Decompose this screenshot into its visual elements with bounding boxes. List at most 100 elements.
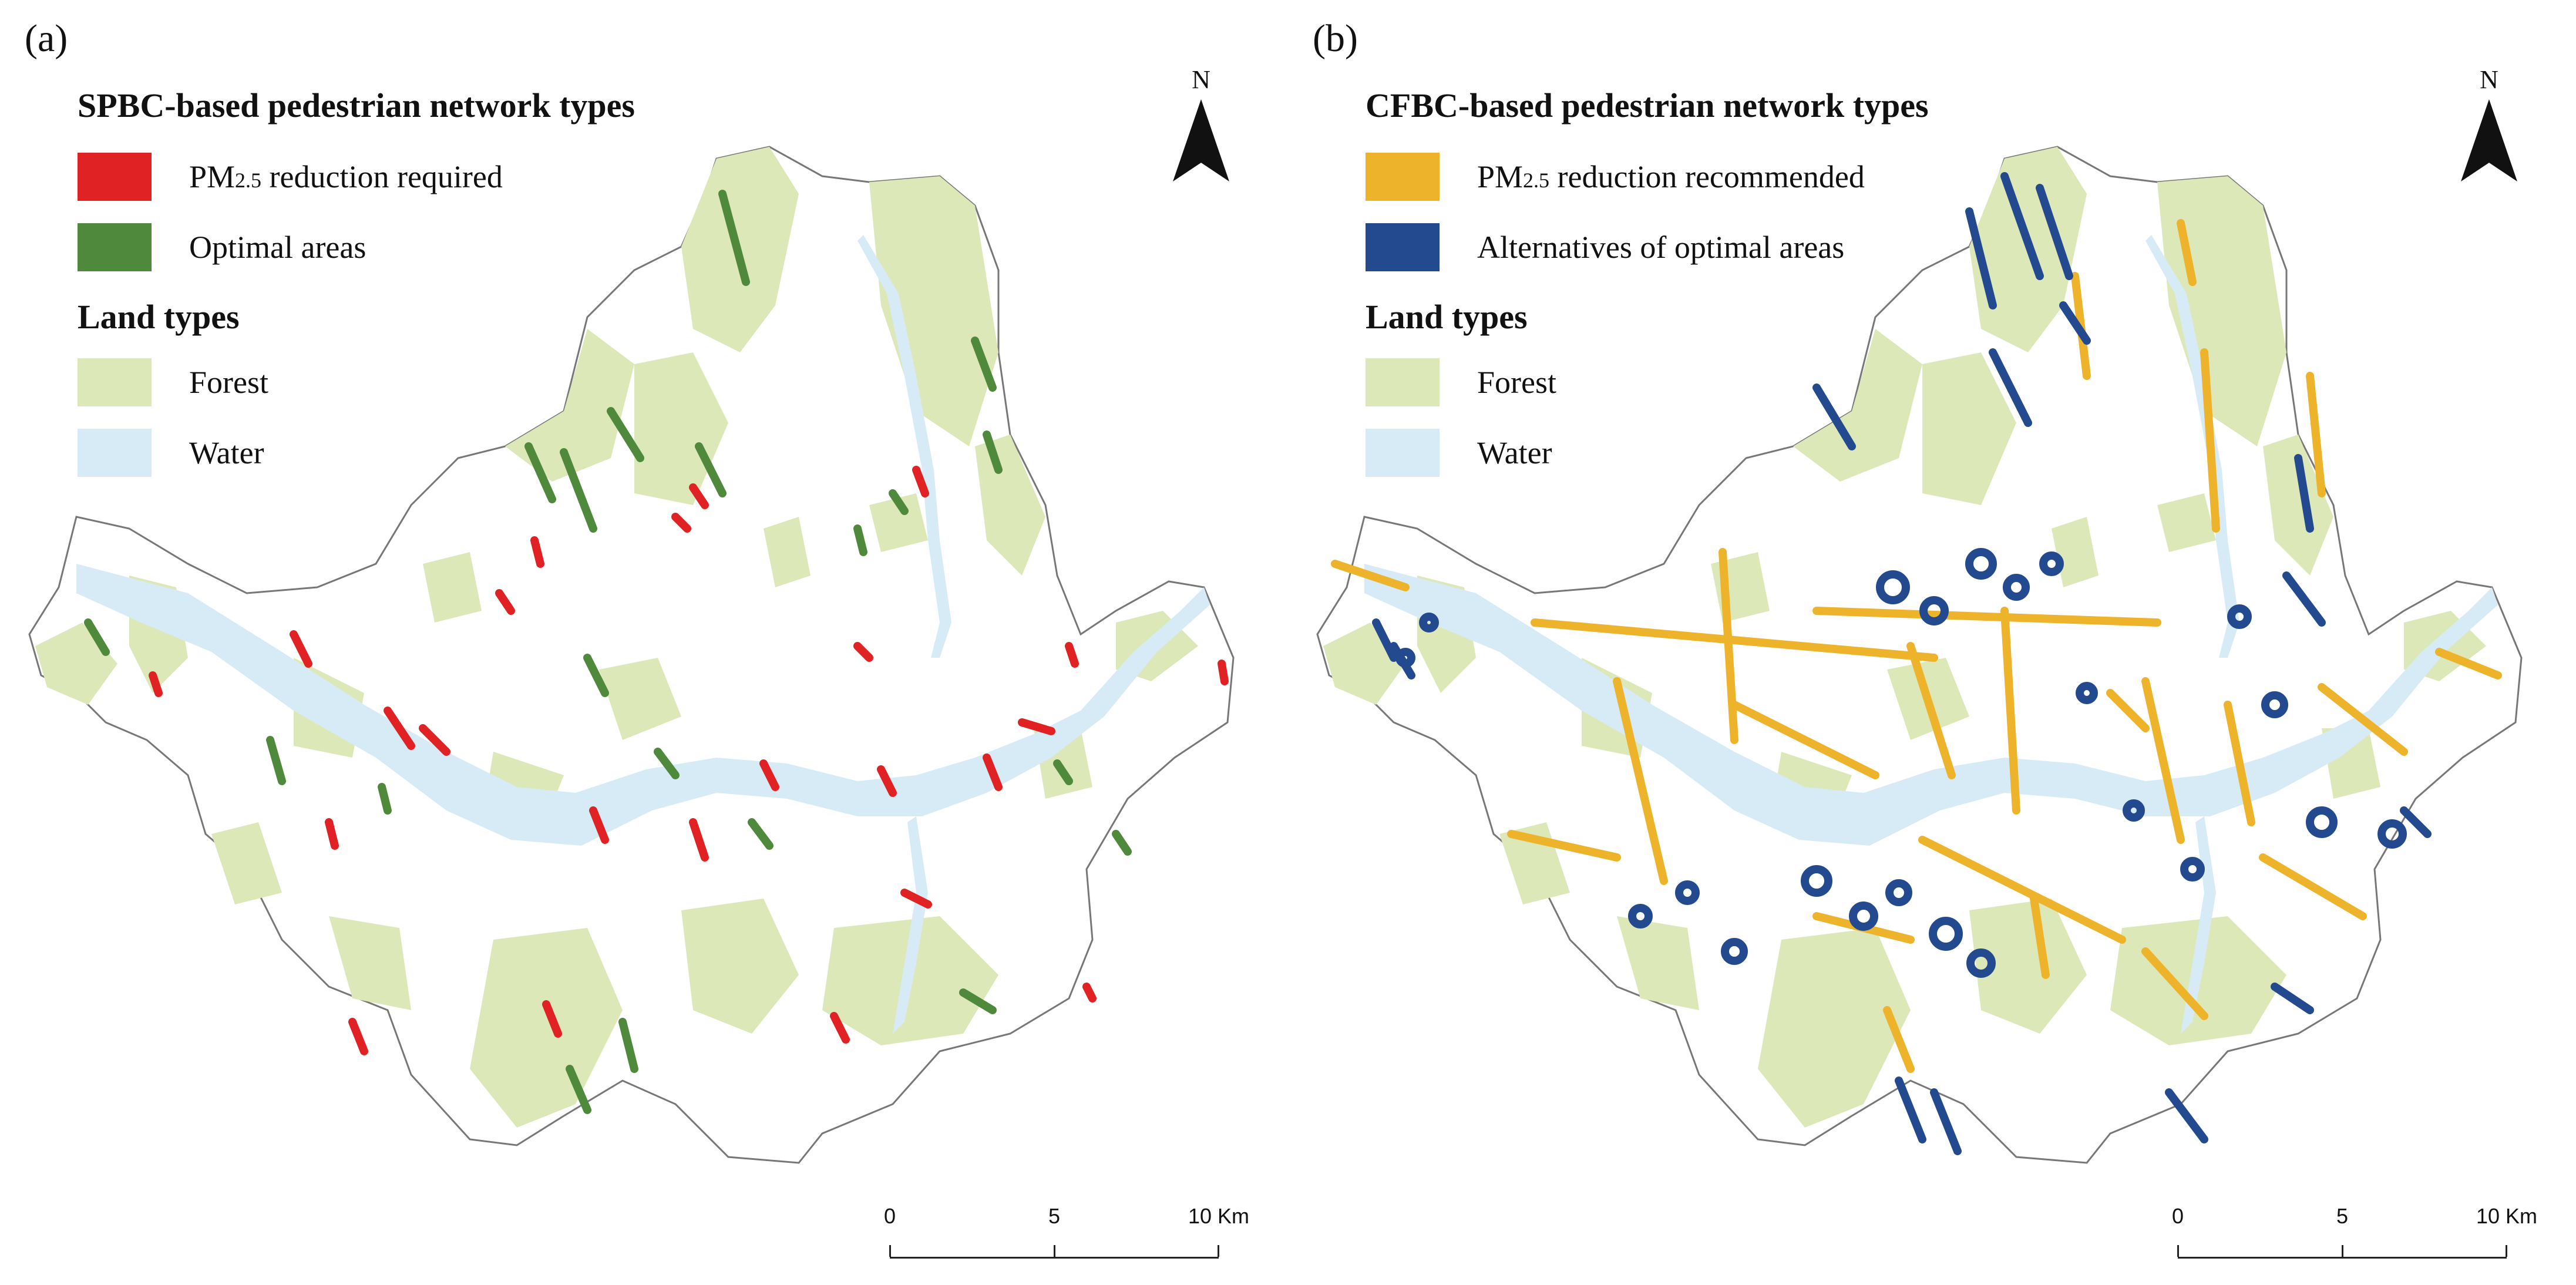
scale-tick <box>1218 1245 1219 1257</box>
red-segment <box>348 1018 368 1055</box>
blue-cluster <box>1849 901 1878 931</box>
yellow-segment <box>1730 701 1879 779</box>
red-segment <box>325 818 339 850</box>
map-a <box>28 146 1235 1164</box>
yellow-segment <box>2177 219 2197 286</box>
red-segment <box>983 753 1003 791</box>
blue-cluster <box>1419 613 1439 633</box>
scale-tick-label: 0 <box>883 1204 896 1228</box>
yellow-segment <box>1613 677 1668 885</box>
blue-segment <box>2282 571 2326 627</box>
legend-item-alternatives-of-optimal-areas: Alternatives of optimal areas <box>1366 223 1929 271</box>
red-segment <box>671 513 691 533</box>
red-segment <box>912 466 929 497</box>
green-segment <box>618 1018 638 1073</box>
red-segment <box>290 630 312 668</box>
legend-label: Forest <box>189 365 268 400</box>
water-river <box>76 235 1210 1034</box>
legend-label-prefix: PM <box>189 159 236 194</box>
green-segment <box>718 190 750 286</box>
yellow-segment <box>1531 618 1938 662</box>
blue-cluster <box>2076 682 2098 704</box>
yellow-segment <box>2106 689 2150 732</box>
blue-segment <box>1895 1077 1926 1143</box>
blue-segment <box>1372 618 1398 662</box>
blue-cluster <box>1919 596 1949 625</box>
alternatives-of-optimal-areas-segments <box>1372 172 2432 1155</box>
blue-cluster <box>2227 604 2252 629</box>
panel-a: (a) SPBC-based pedestrian network types … <box>25 17 1250 1259</box>
green-segment <box>748 818 774 850</box>
blue-segment <box>2000 172 2044 280</box>
scale-tick <box>1054 1245 1055 1257</box>
legend-swatch <box>1366 153 1440 201</box>
legend-swatch <box>1366 429 1440 477</box>
yellow-segment <box>1883 1006 1915 1073</box>
yellow-segment <box>2030 894 2050 979</box>
red-segment <box>877 765 897 797</box>
red-segment <box>689 483 709 509</box>
blue-cluster <box>1876 570 1910 604</box>
red-segment <box>853 642 873 662</box>
north-label: N <box>1192 65 1210 94</box>
green-segment <box>654 748 680 779</box>
yellow-segment <box>1906 642 1956 779</box>
legend-swatch <box>1366 223 1440 271</box>
legend-title: SPBC-based pedestrian network types <box>78 86 635 125</box>
scale-tick <box>2177 1245 2179 1257</box>
legend-item-optimal-areas: Optimal areas <box>78 223 635 271</box>
green-segment <box>566 1065 591 1114</box>
yellow-segment <box>1331 560 1410 591</box>
green-segment <box>607 407 644 462</box>
yellow-segment <box>1918 836 2126 944</box>
legend-item-water: Water <box>1366 429 1929 477</box>
scale-tick <box>889 1245 891 1257</box>
red-segment <box>1065 642 1079 668</box>
blue-segment <box>2165 1088 2208 1143</box>
yellow-segment <box>1812 607 2161 627</box>
panel-b: (b) CFBC-based pedestrian network types … <box>1288 0 2576 1285</box>
red-segment <box>830 1012 850 1044</box>
blue-segment <box>1812 384 1856 450</box>
green-segment <box>889 489 909 515</box>
legend-item-pm25-reduction-recommended: PM2.5 reduction recommended <box>1366 153 1929 201</box>
green-segment <box>266 736 286 785</box>
north-arrow-icon <box>1173 99 1229 181</box>
red-segment <box>530 536 544 568</box>
legend-label-suffix: reduction required <box>261 159 503 194</box>
legend-label-subscript: 2.5 <box>1523 169 1550 192</box>
scale-tick-label: 5 <box>1048 1204 1061 1228</box>
blue-cluster <box>2180 857 2205 882</box>
pm25-reduction-required-segments <box>149 466 1229 1055</box>
legend-label: Alternatives of optimal areas <box>1477 230 1845 265</box>
red-segment <box>589 806 609 844</box>
legend-swatch <box>78 223 152 271</box>
legend: CFBC-based pedestrian network types PM2.… <box>1366 82 1929 499</box>
blue-cluster <box>2039 551 2064 576</box>
optimal-areas-segments <box>84 190 1132 1114</box>
green-segment <box>378 783 392 815</box>
legend-title: CFBC-based pedestrian network types <box>1366 86 1929 125</box>
scale-bar: 0 5 10 Km <box>2151 1204 2537 1269</box>
blue-segment <box>2059 301 2091 345</box>
land-types-title: Land types <box>78 298 240 336</box>
legend-item-water: Water <box>78 429 635 477</box>
green-segment <box>524 442 556 503</box>
green-segment <box>695 442 727 497</box>
legend: SPBC-based pedestrian network types PM2.… <box>78 82 635 499</box>
scale-tick-label: 10 Km <box>1188 1204 1250 1228</box>
yellow-segment <box>2141 947 2208 1020</box>
legend-swatch <box>78 429 152 477</box>
green-segment <box>84 618 110 656</box>
blue-cluster <box>2261 691 2288 718</box>
green-segment <box>560 448 597 533</box>
panel-label: (a) <box>25 17 68 60</box>
blue-segment <box>2400 806 2432 838</box>
north-arrow: N <box>2457 65 2521 181</box>
scale-tick-label: 5 <box>2336 1204 2349 1228</box>
blue-segment <box>1965 207 1997 310</box>
red-segment <box>900 889 932 909</box>
scale-tick <box>2342 1245 2343 1257</box>
scale-line <box>2178 1257 2507 1259</box>
scale-line <box>890 1257 1219 1259</box>
